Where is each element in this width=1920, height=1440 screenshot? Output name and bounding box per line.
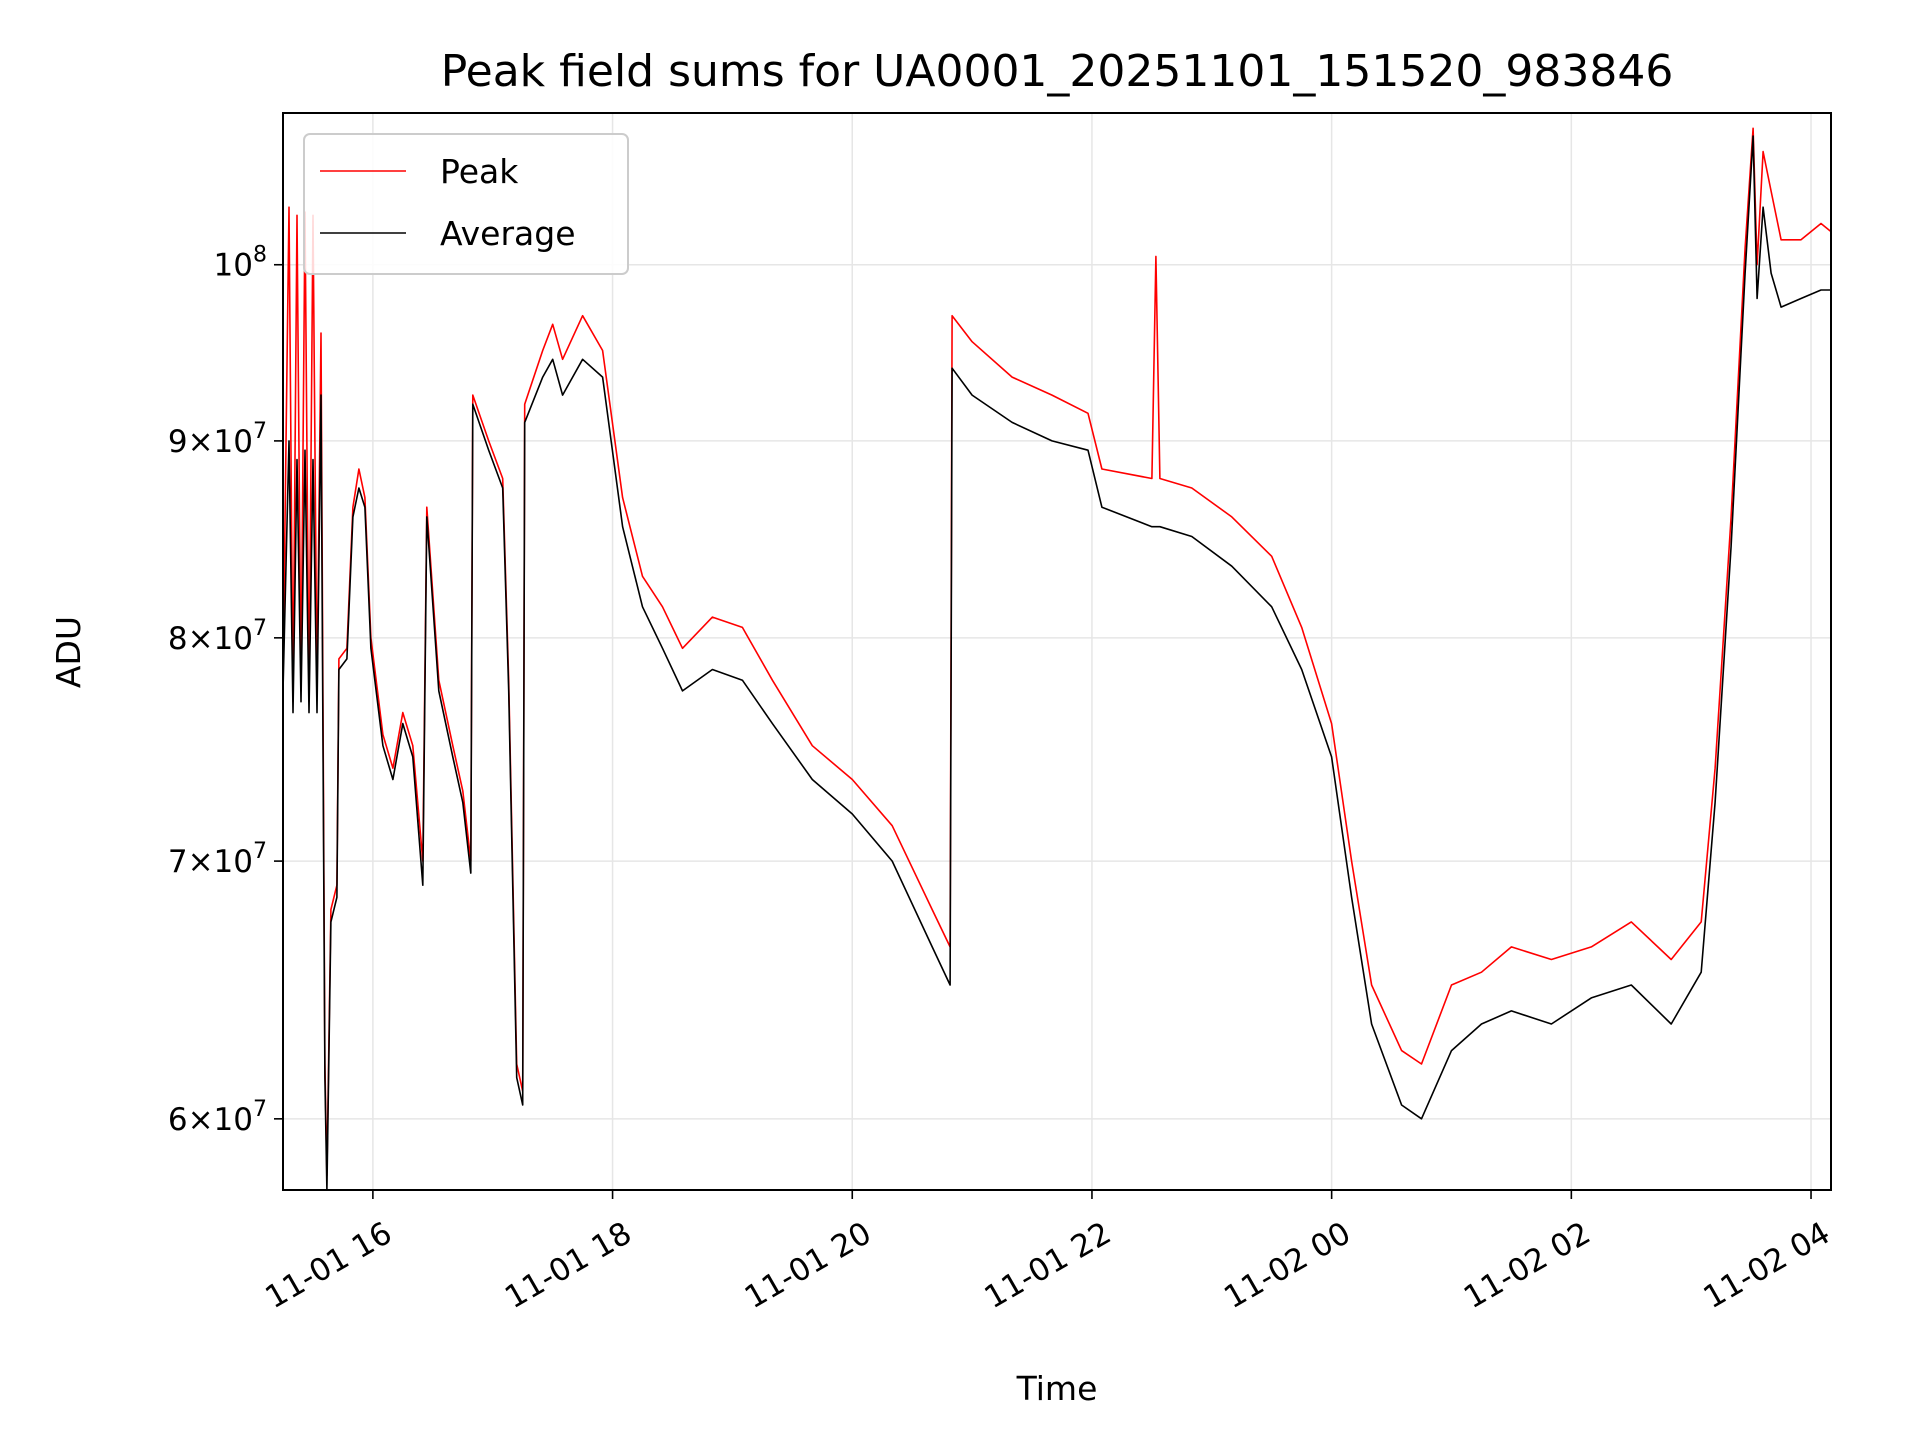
series-layer	[283, 127, 1831, 1190]
chart-title: Peak field sums for UA0001_20251101_1515…	[441, 46, 1674, 97]
y-tick-label-exponent: 7	[253, 839, 267, 864]
y-tick-label-exponent: 7	[253, 616, 267, 641]
legend-label-average: Average	[440, 214, 576, 253]
y-tick-label-exponent: 8	[253, 243, 267, 268]
y-tick-label: 108	[214, 243, 267, 284]
y-tick-label-base: 9×10	[168, 424, 253, 460]
y-tick-label-base: 10	[214, 248, 253, 284]
series-line-average	[283, 135, 1831, 1190]
plot-frame	[282, 112, 1832, 1191]
y-tick-label-exponent: 7	[253, 419, 267, 444]
y-tick-label-exponent: 7	[253, 1097, 267, 1122]
y-tick-label-base: 6×10	[168, 1102, 253, 1138]
y-tick-label: 6×107	[168, 1097, 267, 1138]
y-tick-label: 7×107	[168, 839, 267, 880]
y-tick-label: 9×107	[168, 419, 267, 460]
y-tick-label-base: 8×10	[168, 621, 253, 657]
legend: Peak Average	[303, 133, 629, 275]
y-tick-label: 8×107	[168, 616, 267, 657]
x-axis-label: Time	[1016, 1369, 1098, 1408]
y-axis-label: ADU	[49, 616, 88, 688]
legend-box	[303, 133, 629, 275]
y-tick-label-base: 7×10	[168, 844, 253, 880]
legend-label-peak: Peak	[440, 152, 519, 191]
